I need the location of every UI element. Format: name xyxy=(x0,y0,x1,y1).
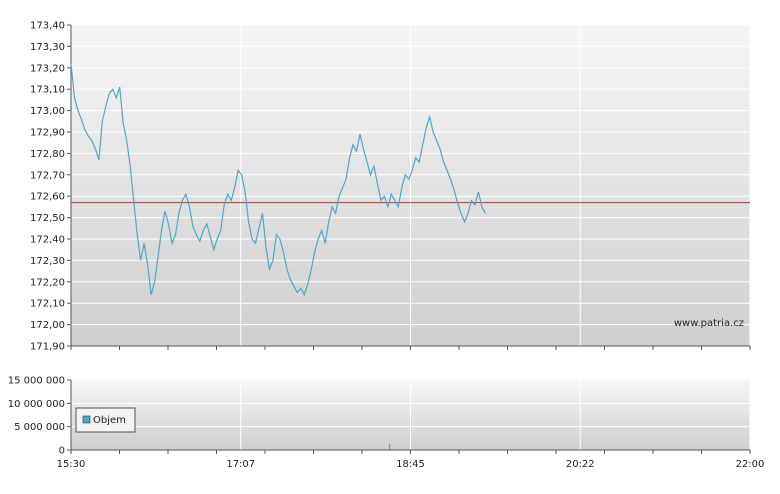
x-tick-label: 20:22 xyxy=(566,459,595,470)
price-y-tick-label: 173,20 xyxy=(30,63,65,74)
price-y-tick-label: 172,60 xyxy=(30,192,65,203)
volume-y-tick-label: 0 xyxy=(59,446,65,457)
price-x-ticks xyxy=(70,346,751,350)
volume-bar xyxy=(389,443,391,450)
volume-y-tick-label: 15 000 000 xyxy=(8,376,65,387)
price-y-tick-label: 172,80 xyxy=(30,149,65,160)
x-tick-label: 15:30 xyxy=(57,459,86,470)
price-y-tick-label: 171,90 xyxy=(30,342,65,353)
price-series-line xyxy=(70,63,486,297)
price-y-tick-label: 172,70 xyxy=(30,170,65,181)
x-tick-label: 18:45 xyxy=(396,459,425,470)
price-y-tick-label: 173,30 xyxy=(30,42,65,53)
volume-grid xyxy=(70,379,751,451)
price-y-tick-label: 172,00 xyxy=(30,320,65,331)
volume-y-axis: 0 5 000 000 10 000 000 15 000 000 xyxy=(8,376,72,457)
legend-swatch xyxy=(82,415,91,424)
volume-y-tick-label: 10 000 000 xyxy=(8,399,65,410)
price-y-tick-label: 173,40 xyxy=(30,21,65,32)
price-y-tick-label: 173,00 xyxy=(30,106,65,117)
price-y-tick-label: 172,20 xyxy=(30,277,65,288)
price-y-tick-label: 172,30 xyxy=(30,256,65,267)
price-y-tick-label: 173,10 xyxy=(30,85,65,96)
x-tick-label: 17:07 xyxy=(226,459,255,470)
price-y-tick-label: 172,90 xyxy=(30,128,65,139)
price-y-tick-label: 172,10 xyxy=(30,299,65,310)
volume-y-tick-label: 5 000 000 xyxy=(14,422,65,433)
price-y-tick-label: 172,40 xyxy=(30,235,65,246)
price-y-tick-label: 172,50 xyxy=(30,213,65,224)
legend-label: Objem xyxy=(93,415,126,426)
x-axis: 15:30 17:07 18:45 20:22 22:00 xyxy=(57,450,765,470)
x-tick-label: 22:00 xyxy=(736,459,765,470)
price-y-axis: 171,90 172,00 172,10 172,20 172,30 172,40 172,… xyxy=(30,21,72,353)
legend: Objem xyxy=(75,407,136,433)
watermark: www.patria.cz xyxy=(674,318,744,329)
